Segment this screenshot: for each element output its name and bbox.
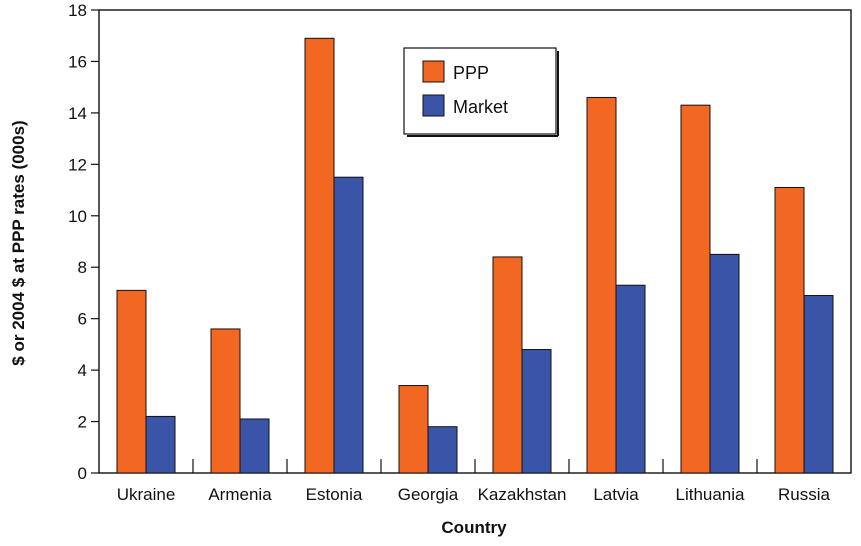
bar-ppp-armenia	[210, 328, 241, 474]
y-tick-label: 12	[68, 155, 87, 174]
bar-ppp-russia	[774, 186, 805, 474]
x-axis-title: Country	[441, 518, 507, 537]
bar-market-estonia	[333, 176, 364, 474]
y-tick-label: 0	[78, 464, 87, 483]
bar-market-latvia	[615, 284, 646, 474]
legend: PPP Market	[403, 47, 559, 137]
legend-swatch-market	[422, 94, 445, 117]
bar-market-kazakhstan	[521, 349, 552, 474]
bar-ppp-ukraine	[116, 289, 147, 474]
bar-ppp-georgia	[398, 385, 429, 474]
x-tick-label: Kazakhstan	[478, 485, 567, 504]
y-tick-label: 2	[78, 413, 87, 432]
bar-ppp-latvia	[586, 96, 617, 474]
y-tick-label: 10	[68, 207, 87, 226]
bar-ppp-kazakhstan	[492, 256, 523, 474]
bar-market-ukraine	[145, 415, 176, 474]
x-tick-label: Estonia	[306, 485, 363, 504]
x-tick-label: Latvia	[593, 485, 639, 504]
y-tick-label: 16	[68, 52, 87, 71]
legend-label-market: Market	[453, 97, 508, 117]
bar-ppp-estonia	[304, 37, 335, 474]
bar-market-georgia	[427, 426, 458, 474]
y-ticks-group: 0 2 4 6 8 10 12 14 16 18	[68, 1, 99, 483]
bar-ppp-lithuania	[680, 104, 711, 474]
x-tick-label: Ukraine	[117, 485, 176, 504]
y-tick-label: 4	[78, 361, 87, 380]
legend-label-ppp: PPP	[453, 63, 489, 83]
bar-market-armenia	[239, 418, 270, 474]
y-tick-label: 8	[78, 258, 87, 277]
bars-group	[116, 37, 834, 474]
x-tick-label: Lithuania	[675, 485, 745, 504]
y-tick-label: 18	[68, 1, 87, 20]
x-tick-label: Armenia	[208, 485, 272, 504]
y-tick-label: 6	[78, 310, 87, 329]
x-tick-label: Georgia	[398, 485, 459, 504]
x-tick-label: Russia	[778, 485, 831, 504]
y-tick-label: 14	[68, 104, 87, 123]
x-ticks-group: Ukraine Armenia Estonia Georgia Kazakhstan La…	[117, 459, 831, 504]
y-axis-title: $ or 2004 $ at PPP rates (000s)	[9, 120, 28, 365]
bar-market-russia	[803, 295, 834, 474]
bar-market-lithuania	[709, 253, 740, 474]
legend-swatch-ppp	[422, 60, 445, 83]
